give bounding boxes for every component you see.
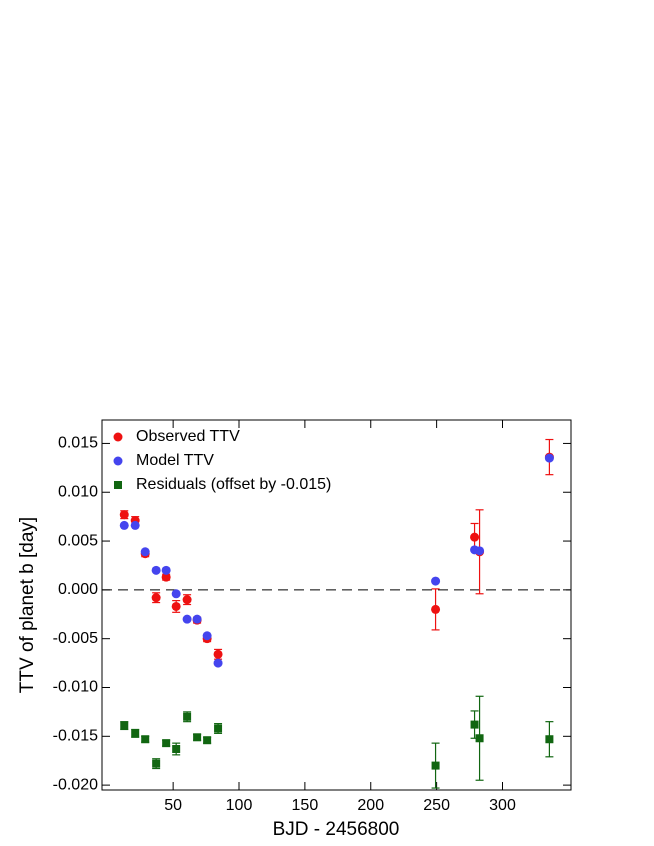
legend-marker <box>113 456 123 466</box>
point <box>141 735 150 744</box>
point <box>183 712 192 721</box>
point <box>203 736 212 745</box>
point <box>119 520 129 530</box>
x-tick-label: 300 <box>489 797 516 814</box>
point <box>431 576 441 586</box>
x-tick-label: 100 <box>226 797 253 814</box>
x-axis-label: BJD - 2456800 <box>273 819 400 840</box>
point <box>130 520 140 530</box>
x-tick-label: 250 <box>423 797 450 814</box>
point <box>544 453 554 463</box>
x-tick-label: 150 <box>292 797 319 814</box>
y-tick-label: 0.000 <box>58 581 98 598</box>
point <box>161 565 171 575</box>
point <box>182 614 192 624</box>
legend-label: Model TTV <box>136 452 214 469</box>
point <box>119 510 129 520</box>
legend-label: Observed TTV <box>136 428 240 445</box>
point <box>214 724 223 733</box>
point <box>193 733 202 742</box>
point <box>475 546 485 556</box>
point <box>431 761 440 770</box>
x-tick-label: 200 <box>357 797 384 814</box>
point <box>151 593 161 603</box>
y-tick-label: -0.010 <box>53 679 98 696</box>
point <box>162 739 171 748</box>
y-tick-label: -0.015 <box>53 728 98 745</box>
point <box>172 744 181 753</box>
point <box>151 565 161 575</box>
point <box>213 649 223 659</box>
legend-label: Residuals (offset by -0.015) <box>136 476 331 493</box>
legend-marker <box>114 481 122 489</box>
y-axis-label: TTV of planet b [day] <box>17 517 38 693</box>
point <box>475 734 484 743</box>
point <box>470 720 479 729</box>
point <box>120 721 129 730</box>
plot-frame <box>101 419 572 791</box>
point <box>161 572 171 582</box>
y-tick-label: 0.015 <box>58 435 98 452</box>
y-tick-label: 0.005 <box>58 532 98 549</box>
x-tick-label: 50 <box>164 797 182 814</box>
y-tick-label: 0.010 <box>58 483 98 500</box>
point <box>171 601 181 611</box>
point <box>202 631 212 641</box>
point <box>182 595 192 605</box>
point <box>192 614 202 624</box>
legend-marker <box>113 432 123 442</box>
point <box>152 759 161 768</box>
point <box>171 589 181 599</box>
point <box>131 729 140 738</box>
y-tick-label: -0.005 <box>53 630 98 647</box>
point <box>213 658 223 668</box>
point <box>140 547 150 557</box>
point <box>545 735 554 744</box>
point <box>431 604 441 614</box>
y-tick-label: -0.020 <box>53 776 98 793</box>
point <box>470 532 480 542</box>
